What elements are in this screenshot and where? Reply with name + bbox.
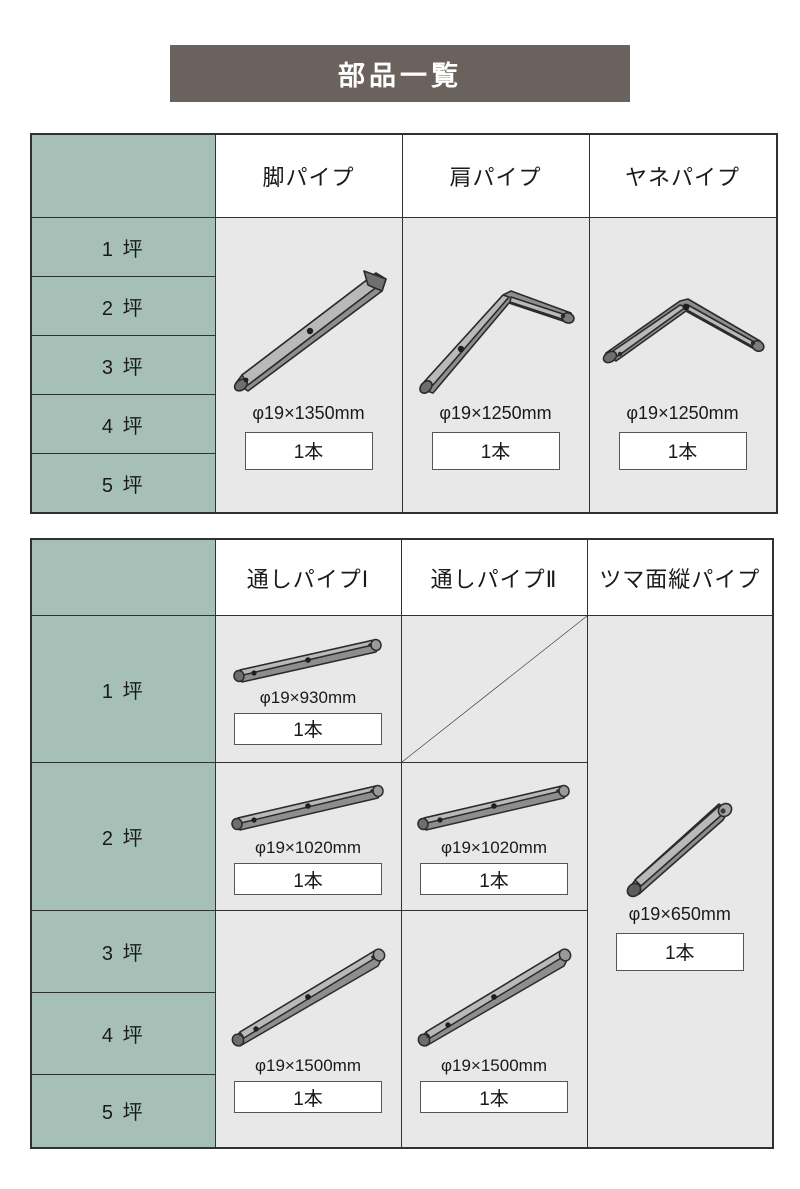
straight-pipe-icon: [230, 784, 384, 831]
spec-through-pipe-1-345tsubo: φ19×1500mm: [254, 1056, 361, 1076]
qty-shoulder-pipe: 1本: [431, 431, 560, 470]
cell-through-pipe-2-2tsubo: φ19×1020mm 1本: [400, 762, 588, 911]
size-label-5tsubo: 5 坪: [30, 1074, 216, 1148]
column-header-shoulder-pipe: 肩パイプ: [401, 133, 590, 218]
table-row: 1 坪 φ19×930mm: [30, 615, 774, 1148]
column-header-leg-pipe: 脚パイプ: [214, 133, 403, 218]
cell-through-pipe-1-345tsubo: φ19×1500mm 1本: [214, 910, 402, 1148]
size-label-3tsubo: 3 坪: [30, 910, 216, 993]
size-label-1tsubo: 1 坪: [30, 615, 216, 763]
straight-tapered-pipe-icon: [233, 269, 387, 392]
size-label-2tsubo: 2 坪: [30, 762, 216, 911]
qty-through-pipe-2-2tsubo: 1本: [420, 863, 568, 895]
cell-leg-pipe: φ19×1350mm 1本: [214, 217, 403, 514]
peaked-roof-pipe-icon: [602, 297, 765, 363]
qty-through-pipe-1-2tsubo: 1本: [234, 863, 382, 895]
table-header-row: 脚パイプ 肩パイプ ヤネパイプ: [30, 133, 777, 218]
straight-pipe-icon: [416, 784, 570, 831]
diagonal-slash-icon: [402, 616, 587, 762]
cell-roof-pipe: φ19×1250mm 1本: [588, 217, 777, 514]
bent-shoulder-pipe-icon: [418, 289, 575, 394]
size-label-4tsubo: 4 坪: [30, 394, 216, 454]
column-header-through-pipe-2: 通しパイプⅡ: [400, 538, 588, 616]
qty-roof-pipe: 1本: [618, 431, 747, 470]
cell-through-pipe-2-1tsubo-empty: [400, 615, 588, 763]
size-label-3tsubo: 3 坪: [30, 335, 216, 395]
table-row: 4 坪: [30, 394, 777, 454]
size-label-4tsubo: 4 坪: [30, 992, 216, 1075]
table-row: 2 坪 φ19×1020mm: [30, 762, 773, 911]
size-label-5tsubo: 5 坪: [30, 453, 216, 514]
spec-through-pipe-1-2tsubo: φ19×1020mm: [254, 838, 361, 857]
spec-through-pipe-2-2tsubo: φ19×1020mm: [440, 838, 547, 857]
qty-through-pipe-1-345tsubo: 1本: [234, 1081, 382, 1114]
spec-leg-pipe: φ19×1350mm: [252, 402, 365, 423]
table-row: 1 坪 φ19×1350mm 1本: [30, 217, 777, 514]
qty-gable-vertical-pipe: 1本: [615, 932, 744, 971]
table-row: 5 坪: [30, 453, 777, 514]
qty-through-pipe-1-1tsubo: 1本: [234, 712, 382, 745]
corner-cell: [30, 538, 216, 616]
column-header-gable-vertical-pipe: ツマ面縦パイプ: [586, 538, 774, 616]
page-title: 部品一覧: [338, 61, 462, 91]
straight-pipe-icon: [417, 948, 571, 1047]
table-row: 3 坪: [30, 335, 777, 395]
spec-roof-pipe: φ19×1250mm: [626, 402, 739, 423]
cell-through-pipe-2-345tsubo: φ19×1500mm 1本: [400, 910, 588, 1148]
column-header-through-pipe-1: 通しパイプⅠ: [214, 538, 402, 616]
size-label-1tsubo: 1 坪: [30, 217, 216, 277]
qty-leg-pipe: 1本: [244, 431, 373, 470]
spec-through-pipe-2-345tsubo: φ19×1500mm: [440, 1056, 547, 1076]
cell-gable-vertical-pipe: φ19×650mm 1本: [586, 615, 774, 1148]
table-row: 3 坪 φ19×1500mm: [30, 910, 773, 1148]
parts-table-1: 脚パイプ 肩パイプ ヤネパイプ 1 坪: [30, 133, 778, 514]
spec-shoulder-pipe: φ19×1250mm: [439, 402, 552, 423]
corner-cell: [30, 133, 216, 218]
cell-shoulder-pipe: φ19×1250mm 1本: [401, 217, 590, 514]
qty-through-pipe-2-345tsubo: 1本: [420, 1081, 568, 1114]
column-header-roof-pipe: ヤネパイプ: [588, 133, 777, 218]
spec-gable-vertical-pipe: φ19×650mm: [628, 903, 731, 924]
parts-table-2: 通しパイプⅠ 通しパイプⅡ ツマ面縦パイプ 1 坪: [30, 538, 774, 1149]
straight-pipe-icon: [233, 638, 382, 683]
straight-pipe-icon: [231, 948, 385, 1047]
spec-through-pipe-1-1tsubo: φ19×930mm: [259, 687, 357, 707]
cell-through-pipe-1-2tsubo: φ19×1020mm 1本: [214, 762, 402, 911]
page-title-banner: 部品一覧: [170, 45, 630, 102]
table-row: 5 坪: [30, 1074, 773, 1148]
short-pipe-icon: [626, 802, 733, 898]
table-header-row: 通しパイプⅠ 通しパイプⅡ ツマ面縦パイプ: [30, 538, 774, 616]
size-label-2tsubo: 2 坪: [30, 276, 216, 336]
table-row: 4 坪: [30, 992, 773, 1075]
cell-through-pipe-1-1tsubo: φ19×930mm 1本: [214, 615, 402, 763]
